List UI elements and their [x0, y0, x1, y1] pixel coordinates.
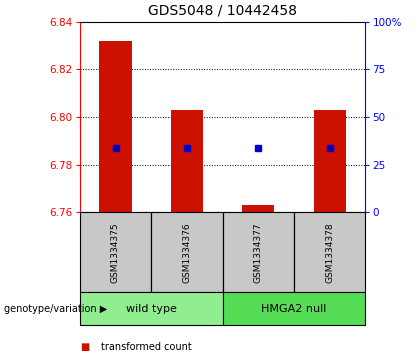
- Bar: [171, 110, 203, 212]
- Text: ■: ■: [80, 342, 89, 352]
- Text: GSM1334375: GSM1334375: [111, 222, 120, 283]
- Text: GSM1334377: GSM1334377: [254, 222, 263, 283]
- Bar: [242, 205, 274, 212]
- Text: genotype/variation ▶: genotype/variation ▶: [4, 303, 108, 314]
- Text: wild type: wild type: [126, 303, 177, 314]
- Text: GSM1334376: GSM1334376: [182, 222, 192, 283]
- Bar: [151, 212, 223, 292]
- Bar: [80, 292, 223, 325]
- Text: GSM1334378: GSM1334378: [325, 222, 334, 283]
- Bar: [223, 212, 294, 292]
- Bar: [294, 212, 365, 292]
- Bar: [100, 41, 131, 212]
- Text: HMGA2 null: HMGA2 null: [261, 303, 327, 314]
- Title: GDS5048 / 10442458: GDS5048 / 10442458: [148, 4, 297, 18]
- Bar: [223, 292, 365, 325]
- Text: transformed count: transformed count: [101, 342, 192, 352]
- Bar: [314, 110, 346, 212]
- Bar: [80, 212, 151, 292]
